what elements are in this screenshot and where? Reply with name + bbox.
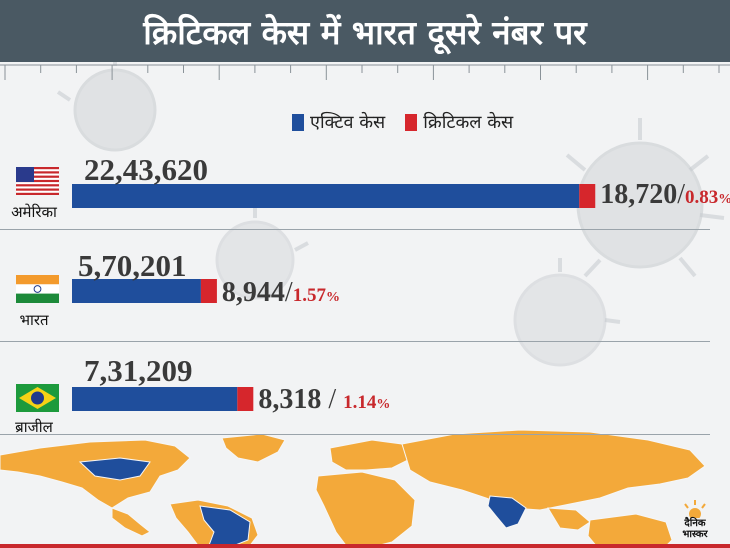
slash-separator: / [677,179,686,210]
world-map [0,429,706,548]
percent-sign: % [718,192,730,207]
country-label-brazil: ब्राजील [15,418,53,436]
row-separator-1 [0,229,710,230]
page-title: क्रिटिकल केस में भारत दूसरे नंबर पर [0,0,730,62]
critical-count-usa: 18,720 [600,179,678,210]
critical-percent-value-usa: 0.83 [685,187,719,208]
critical-count-brazil: 8,318 [258,384,322,415]
legend-item-critical: क्रिटिकल केस [405,110,513,134]
critical-percent-value-brazil: 1.14 [343,392,377,413]
critical-value-label-brazil: 8,318 / 1.14% [258,384,390,416]
legend-swatch-active [292,113,304,131]
dainik-bhaskar-logo: दैनिक भास्कर [670,498,720,542]
critical-percent-usa: 0.83% [685,187,730,208]
percent-sign: % [325,290,340,305]
active-value-label-india: 5,70,201 [78,248,187,283]
active-value-label-brazil: 7,31,209 [84,353,193,388]
brazil-flag-icon [16,384,59,412]
legend-item-active: एक्टिव केस [292,110,385,134]
critical-value-label-india: 8,944/1.57% [222,277,340,309]
country-label-india: भारत [19,311,49,329]
slash-separator: / [321,384,344,415]
slash-separator: / [284,277,293,308]
critical-value-label-usa: 18,720/0.83% [600,179,730,211]
row-separator-3 [0,434,710,435]
country-label-usa: अमेरिका [11,203,57,221]
percent-sign: % [376,397,391,412]
bottom-stripe [0,544,730,548]
critical-percent-value-india: 1.57 [292,285,326,306]
active-value-label-usa: 22,43,620 [84,152,208,187]
usa-flag-icon [16,167,59,195]
legend-swatch-critical [405,113,418,131]
logo-text-line1: दैनिक [684,518,706,529]
critical-percent-brazil: 1.14% [343,392,390,413]
critical-percent-india: 1.57% [293,285,340,306]
row-separator-2 [0,341,710,342]
legend-label-active: एक्टिव केस [310,112,386,133]
india-flag-icon [16,275,59,303]
decorative-ruler [0,64,730,80]
logo-text-line2: भास्कर [682,529,708,540]
legend-label-critical: क्रिटिकल केस [423,112,514,133]
critical-count-india: 8,944 [221,277,285,308]
chart-legend: एक्टिव केस क्रिटिकल केस [292,110,513,134]
logo-sun-icon [684,500,706,518]
